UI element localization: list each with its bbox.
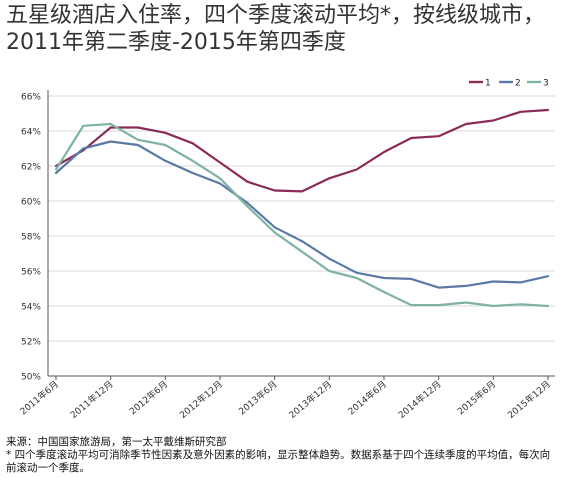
axes xyxy=(47,90,555,380)
legend-label-2: 2 xyxy=(515,79,521,89)
y-tick-label: 52% xyxy=(21,338,41,348)
source-note: 来源：中国国家旅游局，第一太平戴维斯研究部 xyxy=(6,436,227,448)
legend-label-1: 1 xyxy=(485,79,491,89)
legend: 1 2 3 xyxy=(469,79,549,89)
series-line-3 xyxy=(54,122,550,308)
y-tick-label: 66% xyxy=(21,93,41,103)
y-tick-label: 54% xyxy=(21,303,41,313)
y-tick-label: 56% xyxy=(21,268,41,278)
y-tick-label: 50% xyxy=(21,373,41,383)
x-tick-label: 2013年6月 xyxy=(236,378,279,417)
series-lines xyxy=(54,108,550,308)
x-tick-label: 2011年12月 xyxy=(68,378,116,421)
chart-footer: 来源：中国国家旅游局，第一太平戴维斯研究部 * 四个季度滚动平均可消除季节性因素… xyxy=(6,436,558,475)
x-tick-label: 2015年12月 xyxy=(505,378,553,421)
x-tick-label: 2013年12月 xyxy=(286,378,334,421)
y-tick-label: 64% xyxy=(21,128,41,138)
x-axis-tick-labels: 2011年6月 2011年12月 2012年6月 2012年12月 2013年6月 201… xyxy=(17,378,552,421)
x-tick-label: 2014年6月 xyxy=(345,378,388,417)
x-tick-label: 2011年6月 xyxy=(17,378,60,417)
footnote: * 四个季度滚动平均可消除季节性因素及意外因素的影响，显示整体趋势。数据系基于四… xyxy=(6,449,551,474)
chart-title: 五星级酒店入住率，四个季度滚动平均*，按线级城市，2011年第二季度-2015年… xyxy=(6,3,546,55)
series-line-2 xyxy=(54,140,550,289)
legend-label-3: 3 xyxy=(543,79,549,89)
x-tick-label: 2015年6月 xyxy=(455,378,498,417)
x-tick-label: 2014年12月 xyxy=(396,378,444,421)
x-tick-label: 2012年12月 xyxy=(177,378,225,421)
y-tick-label: 62% xyxy=(21,163,41,173)
y-tick-label: 58% xyxy=(21,233,41,243)
series-line-1 xyxy=(54,108,550,193)
y-tick-label: 60% xyxy=(21,198,41,208)
x-tick-label: 2012年6月 xyxy=(127,378,170,417)
y-axis-tick-labels: 50% 52% 54% 56% 58% 60% 62% 64% 66% xyxy=(21,93,41,383)
grid-lines xyxy=(48,95,555,342)
